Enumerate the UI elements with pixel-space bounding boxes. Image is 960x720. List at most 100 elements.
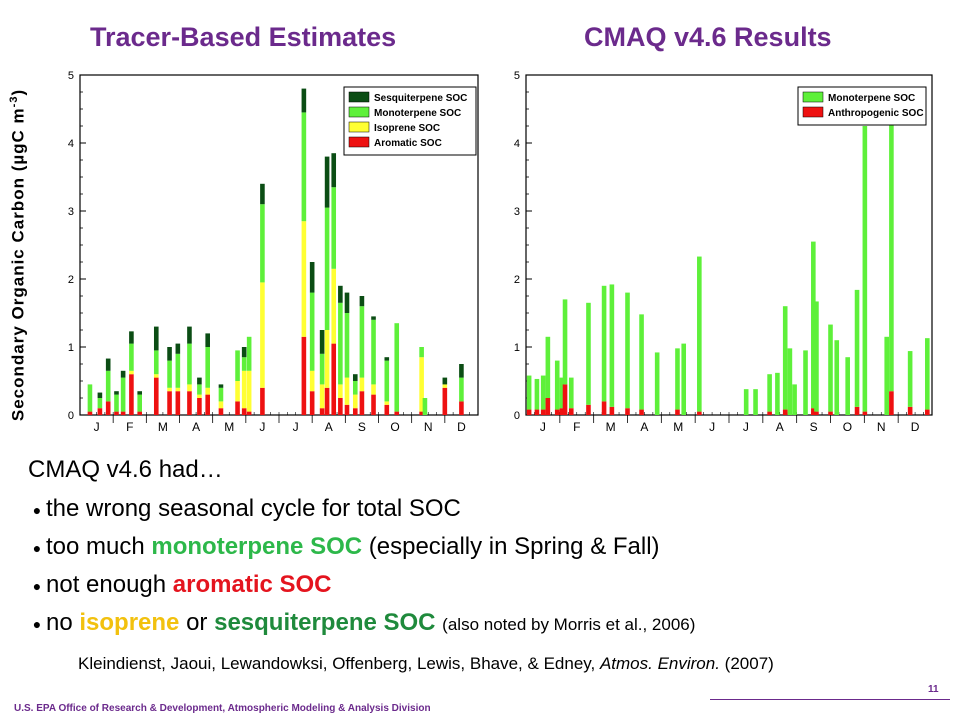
bullet-1-text: the wrong seasonal cycle for total SOC bbox=[46, 495, 461, 522]
cmaq-legend-label: Anthropogenic SOC bbox=[828, 108, 924, 119]
tracer-bar-isoprene bbox=[352, 394, 358, 409]
tracer-bar-aromatic bbox=[246, 411, 252, 415]
ref-journal: Atmos. Environ. bbox=[599, 654, 720, 673]
tracer-bar-aromatic bbox=[137, 411, 142, 415]
tracer-bar-isoprene bbox=[338, 384, 343, 398]
cmaq-month-label: A bbox=[776, 420, 784, 434]
cmaq-ytick-label: 0 bbox=[514, 410, 520, 422]
tracer-bar-aromatic bbox=[344, 404, 350, 415]
tracer-bar-aromatic bbox=[338, 398, 343, 415]
cmaq-bar-monoterpene bbox=[782, 306, 788, 410]
tracer-bar-isoprene bbox=[241, 370, 247, 409]
tracer-bar-aromatic bbox=[324, 387, 330, 415]
cmaq-bar-monoterpene bbox=[545, 336, 551, 398]
tracer-bar-monoterpene bbox=[394, 323, 400, 412]
cmaq-bar-monoterpene bbox=[925, 338, 930, 410]
tracer-bar-sesquiterpene bbox=[338, 285, 343, 303]
tracer-legend-swatch bbox=[348, 136, 370, 148]
tracer-bar-aromatic bbox=[352, 408, 358, 415]
tracer-bar-sesquiterpene bbox=[153, 326, 159, 351]
cmaq-month-label: D bbox=[911, 420, 920, 434]
cmaq-month-label: J bbox=[540, 420, 546, 434]
cmaq-bar-monoterpene bbox=[775, 372, 780, 415]
cmaq-bar-anthropogenic bbox=[562, 384, 568, 415]
tracer-bar-monoterpene bbox=[129, 343, 134, 371]
cmaq-bar-monoterpene bbox=[792, 384, 797, 415]
cmaq-bar-monoterpene bbox=[534, 378, 540, 410]
cmaq-bar-anthropogenic bbox=[675, 409, 680, 415]
tracer-bar-isoprene bbox=[324, 330, 330, 388]
cmaq-bar-monoterpene bbox=[787, 348, 793, 415]
cmaq-bar-anthropogenic bbox=[568, 408, 574, 415]
tracer-bar-sesquiterpene bbox=[105, 358, 111, 371]
cmaq-bar-anthropogenic bbox=[526, 409, 532, 415]
tracer-bar-aromatic bbox=[105, 401, 111, 415]
tracer-bar-sesquiterpene bbox=[352, 374, 358, 381]
cmaq-ytick-label: 5 bbox=[514, 70, 520, 82]
cmaq-bar-monoterpene bbox=[803, 350, 808, 415]
tracer-bar-isoprene bbox=[301, 221, 307, 337]
cmaq-month-label: N bbox=[877, 420, 886, 434]
tracer-bar-monoterpene bbox=[419, 347, 424, 358]
cmaq-ytick-label: 3 bbox=[514, 206, 520, 218]
cmaq-bar-monoterpene bbox=[845, 357, 850, 415]
tracer-bar-aromatic bbox=[359, 391, 365, 415]
tracer-bar-aromatic bbox=[175, 391, 181, 415]
cmaq-bar-monoterpene bbox=[753, 389, 758, 415]
y-axis-label-text: Secondary Organic Carbon (µgC m bbox=[8, 107, 28, 422]
cmaq-bar-anthropogenic bbox=[907, 406, 913, 415]
tracer-bar-sesquiterpene bbox=[175, 343, 181, 354]
tracer-legend-label: Sesquiterpene SOC bbox=[374, 93, 467, 104]
cmaq-bar-monoterpene bbox=[559, 377, 565, 409]
tracer-bar-aromatic bbox=[331, 343, 337, 415]
tracer-bar-aromatic bbox=[129, 374, 134, 415]
tracer-bar-monoterpene bbox=[197, 384, 202, 395]
summary-intro: CMAQ v4.6 had… bbox=[28, 456, 223, 483]
cmaq-bar-anthropogenic bbox=[609, 406, 615, 415]
tracer-bar-isoprene bbox=[246, 370, 252, 412]
bullet-isoprene-sesquiterpene: ● no isoprene or sesquiterpene SOC (also … bbox=[28, 604, 948, 642]
tracer-bar-isoprene bbox=[359, 377, 365, 392]
cmaq-bar-monoterpene bbox=[811, 241, 816, 409]
cmaq-bar-monoterpene bbox=[554, 360, 560, 410]
bullet-monoterpene: ● too much monoterpene SOC (especially in… bbox=[28, 528, 948, 566]
tracer-bar-monoterpene bbox=[338, 302, 343, 385]
tracer-month-label: F bbox=[126, 420, 133, 434]
tracer-bar-monoterpene bbox=[235, 350, 240, 381]
tracer-bar-monoterpene bbox=[384, 360, 390, 402]
cmaq-bar-monoterpene bbox=[675, 348, 680, 410]
cmaq-bar-monoterpene bbox=[526, 375, 532, 410]
tracer-bar-sesquiterpene bbox=[167, 347, 172, 361]
cmaq-ytick-label: 4 bbox=[514, 138, 520, 150]
ref-authors: Kleindienst, Jaoui, Lewandowksi, Offenbe… bbox=[78, 654, 600, 673]
cmaq-chart: 0 1 2 3 4 5 J F M A M J J A S O N D Monoterpene SOC Anthrop… bbox=[514, 70, 933, 434]
tracer-bar-isoprene bbox=[153, 374, 159, 378]
tracer-bar-isoprene bbox=[187, 384, 192, 392]
tracer-bar-aromatic bbox=[205, 394, 210, 415]
cmaq-bar-monoterpene bbox=[854, 289, 860, 407]
tracer-month-label: J bbox=[293, 420, 299, 434]
tracer-month-label: S bbox=[358, 420, 366, 434]
cmaq-bar-monoterpene bbox=[884, 336, 890, 415]
tracer-bar-isoprene bbox=[167, 387, 172, 392]
cmaq-bar-anthropogenic bbox=[625, 408, 630, 415]
tracer-legend-swatch bbox=[348, 91, 370, 103]
bullet-dot: ● bbox=[32, 615, 42, 632]
tracer-bar-monoterpene bbox=[97, 398, 103, 409]
tracer-bar-monoterpene bbox=[309, 292, 315, 371]
tracer-bar-sesquiterpene bbox=[187, 326, 192, 344]
cmaq-month-label: J bbox=[709, 420, 715, 434]
bullet-2-pre: too much bbox=[46, 533, 152, 560]
tracer-bar-sesquiterpene bbox=[114, 391, 119, 395]
tracer-bar-monoterpene bbox=[422, 398, 428, 415]
tracer-bar-sesquiterpene bbox=[301, 88, 307, 113]
tracer-bar-aromatic bbox=[384, 404, 390, 415]
cmaq-month-label: M bbox=[673, 420, 683, 434]
tracer-bar-aromatic bbox=[442, 387, 448, 415]
cmaq-month-label: M bbox=[606, 420, 616, 434]
right-chart-title: CMAQ v4.6 Results bbox=[584, 22, 832, 52]
tracer-bar-sesquiterpene bbox=[218, 384, 224, 388]
bullet-dot: ● bbox=[32, 577, 42, 594]
cmaq-legend-swatch bbox=[802, 91, 824, 103]
cmaq-bar-anthropogenic bbox=[639, 409, 644, 415]
